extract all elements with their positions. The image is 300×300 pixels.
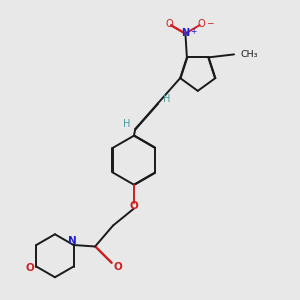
Text: +: + [190, 27, 197, 36]
Text: N: N [68, 236, 76, 246]
Text: CH₃: CH₃ [241, 50, 258, 59]
Text: H: H [123, 119, 131, 129]
Text: O: O [166, 19, 173, 28]
Text: H: H [163, 94, 170, 104]
Text: O: O [130, 201, 138, 211]
Text: O: O [197, 19, 205, 28]
Text: −: − [206, 18, 213, 27]
Text: N: N [181, 28, 190, 38]
Text: O: O [114, 262, 122, 272]
Text: O: O [26, 263, 35, 273]
